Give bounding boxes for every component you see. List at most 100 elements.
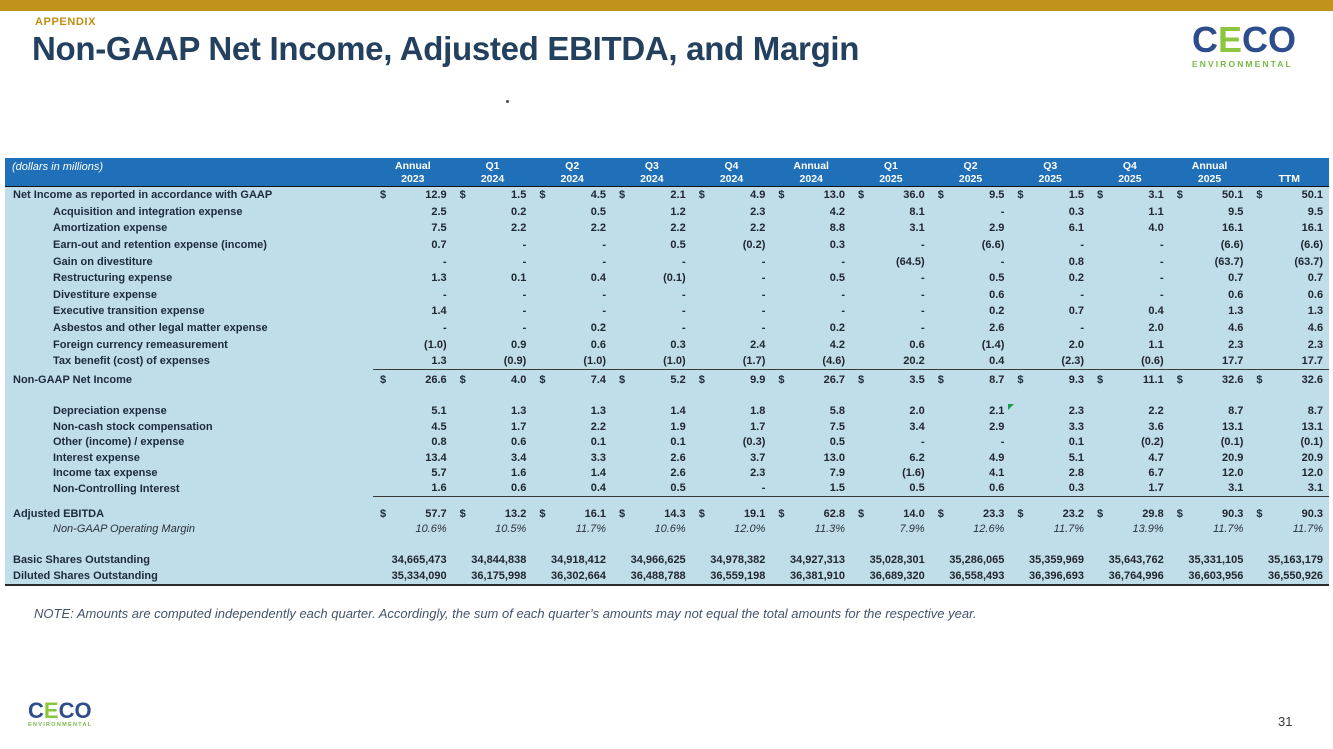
table-cell: 34,665,473 xyxy=(373,554,453,566)
table-cell: 1.3 xyxy=(453,405,533,417)
dollar-sign: $ xyxy=(539,189,546,202)
table-cell: 36,488,788 xyxy=(612,570,692,582)
cell-value: 9.9 xyxy=(750,373,766,386)
cell-value: 4.5 xyxy=(590,189,607,202)
table-cell: - xyxy=(1010,289,1090,301)
table-cell: - xyxy=(1010,322,1090,334)
table-cell: $14.3 xyxy=(612,508,692,520)
table-cell: - xyxy=(692,256,772,268)
cell-value: 0.2 xyxy=(590,322,607,335)
table-cell: (1.0) xyxy=(612,355,692,367)
table-cell: 4.2 xyxy=(771,339,851,351)
table-cell: (0.1) xyxy=(1249,436,1329,448)
table-cell: 7.5 xyxy=(771,421,851,433)
table-cell: 0.6 xyxy=(453,436,533,448)
cell-value: 1.3 xyxy=(431,272,447,285)
appendix-label: APPENDIX xyxy=(35,16,97,28)
dollar-sign: $ xyxy=(1097,373,1104,386)
row-values: 2.5 0.2 0.5 1.2 2.3 4.2 8.1 - 0.3 1.1 9.5 9.5 xyxy=(373,204,1329,221)
cell-value: 4.7 xyxy=(1148,451,1164,464)
cell-value: 2.2 xyxy=(590,222,607,235)
row-label: Adjusted EBITDA xyxy=(13,507,105,520)
cell-value: 12.0% xyxy=(734,523,766,536)
dollar-sign: $ xyxy=(778,373,785,386)
cell-value: 23.3 xyxy=(982,507,1005,520)
row-label: Non-cash stock compensation xyxy=(53,420,213,433)
cell-value: 1.4 xyxy=(670,405,686,418)
table-cell: 12.0 xyxy=(1170,467,1250,479)
table-cell: 3.7 xyxy=(692,452,772,464)
cell-value: 2.8 xyxy=(1068,467,1085,480)
cell-value: - xyxy=(682,288,686,301)
table-cell: - xyxy=(532,239,612,251)
table-cell: (6.6) xyxy=(1249,239,1329,251)
dollar-sign: $ xyxy=(778,189,785,202)
cell-value: 2.6 xyxy=(989,322,1005,335)
table-cell: - xyxy=(1090,256,1170,268)
table-cell: - xyxy=(931,206,1011,218)
dollar-sign: $ xyxy=(1017,507,1024,520)
logo-letter: O xyxy=(74,698,92,723)
dollar-sign: $ xyxy=(380,189,387,202)
cell-value: (63.7) xyxy=(1294,255,1324,268)
row-values: - - - - - - - 0.6 - - 0.6 0.6 xyxy=(373,287,1329,304)
accent-top-bar xyxy=(0,0,1333,11)
table-cell: 4.5 xyxy=(373,421,453,433)
table-cell: 36,559,198 xyxy=(692,570,772,582)
cell-value: 1.5 xyxy=(829,482,846,495)
table-cell: - xyxy=(453,239,533,251)
cell-value: (63.7) xyxy=(1214,255,1244,268)
cell-value: 0.8 xyxy=(1068,255,1085,268)
table-cell: $3.1 xyxy=(1090,189,1170,201)
cell-value: 7.9 xyxy=(829,467,846,480)
cell-value: 36,558,493 xyxy=(949,569,1005,582)
table-cell: 0.8 xyxy=(373,436,453,448)
cell-value: 35,163,179 xyxy=(1268,553,1324,566)
cell-value: 0.5 xyxy=(670,482,686,495)
table-cell: - xyxy=(851,289,931,301)
cell-value: 0.4 xyxy=(590,272,607,285)
cell-value: 1.3 xyxy=(431,354,447,367)
dollar-sign: $ xyxy=(937,189,944,202)
cell-value: 11.3% xyxy=(814,523,846,536)
cell-value: 1.3 xyxy=(1307,305,1324,318)
table-cell: - xyxy=(692,272,772,284)
table-cell: - xyxy=(373,289,453,301)
cell-value: - xyxy=(841,255,846,268)
table-cell: 10.5% xyxy=(453,523,533,535)
table-cell: 2.2 xyxy=(692,222,772,234)
cell-value: - xyxy=(841,305,846,318)
table-cell: 2.1 xyxy=(931,404,1015,417)
table-row: Income tax expense 5.7 1.6 1.4 2.6 2.3 7.9 (1.6… xyxy=(5,466,1329,482)
cell-value: 6.7 xyxy=(1148,467,1164,480)
row-label: Gain on divestiture xyxy=(53,255,153,268)
table-cell: 2.2 xyxy=(532,421,612,433)
table-row: Asbestos and other legal matter expense -… xyxy=(5,320,1329,337)
table-row: Amortization expense 7.5 2.2 2.2 2.2 2.2 8.8 3.… xyxy=(5,220,1329,237)
table-cell: 13.1 xyxy=(1170,421,1250,433)
table-cell: $11.1 xyxy=(1090,374,1170,386)
row-values: 5.1 1.3 1.3 1.4 1.8 5.8 2.0 2.1 2.3 2.2 8.7 8.7 xyxy=(373,404,1329,420)
cell-value: 3.4 xyxy=(909,420,925,433)
cell-value: 2.6 xyxy=(670,451,686,464)
table-cell: 0.4 xyxy=(532,272,612,284)
table-cell: 4.6 xyxy=(1249,322,1329,334)
table-cell: (4.6) xyxy=(771,355,851,367)
cell-value: - xyxy=(1000,205,1005,218)
cell-value: 36,488,788 xyxy=(630,569,686,582)
row-values: $12.9 $1.5 $4.5 $2.1 $4.9 $13.0 $36.0 $9.5 $1.5 $… xyxy=(373,187,1329,204)
cell-value: 0.1 xyxy=(511,272,527,285)
cell-value: (0.1) xyxy=(1300,436,1324,449)
table-cell: 0.7 xyxy=(1249,272,1329,284)
table-cell: $13.2 xyxy=(453,508,533,520)
table-cell: 3.1 xyxy=(1170,482,1250,494)
table-row: Diluted Shares Outstanding 35,334,090 36,1… xyxy=(5,568,1329,584)
table-cell: 2.9 xyxy=(931,222,1011,234)
table-cell: 2.3 xyxy=(692,206,772,218)
table-cell: 0.7 xyxy=(1170,272,1250,284)
table-cell: 1.7 xyxy=(453,421,533,433)
row-label: Interest expense xyxy=(53,451,140,464)
row-label: Other (income) / expense xyxy=(53,436,185,449)
dollar-sign: $ xyxy=(1097,189,1104,202)
